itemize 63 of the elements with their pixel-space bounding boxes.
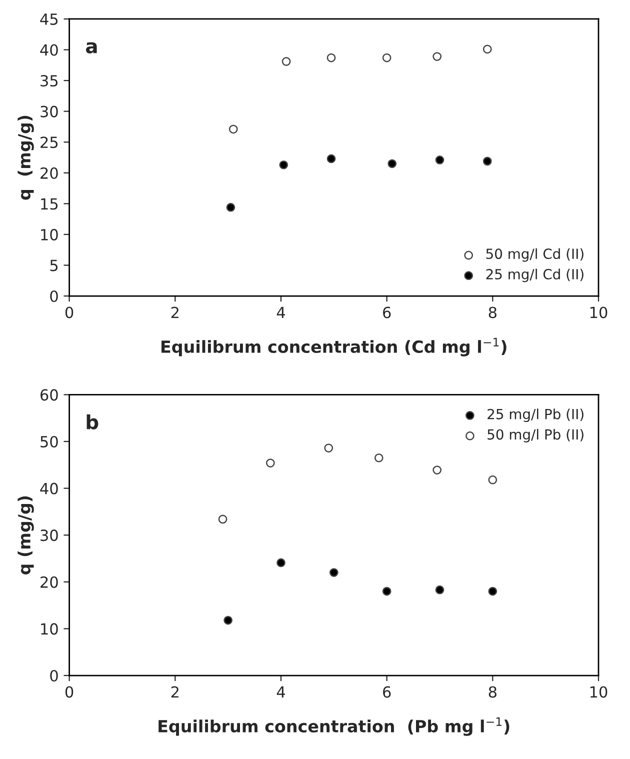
point [432, 52, 442, 61]
x-tick-label: 10 [590, 306, 608, 318]
x-axis-title: Equilibrum concentration (Pb mg l$^{−1}$) [158, 717, 510, 736]
point [228, 124, 238, 134]
x-tick-label: 0 [65, 306, 74, 318]
y-axis-title: q (mg/g) [18, 496, 34, 574]
annotation: b [86, 414, 98, 430]
point [226, 202, 236, 212]
x-tick-label: 8 [488, 306, 496, 318]
point [435, 156, 444, 164]
point [374, 453, 384, 462]
y-tick-label: 35 [40, 75, 58, 87]
point [432, 466, 442, 474]
x-tick-label: 4 [276, 686, 285, 698]
x-tick-label: 0 [65, 686, 74, 698]
annotation: a [86, 42, 97, 54]
y-tick-label: 10 [41, 623, 58, 635]
point [382, 53, 392, 62]
y-tick-label: 40 [40, 482, 58, 494]
y-tick-label: 20 [40, 576, 58, 588]
point [435, 585, 444, 594]
y-tick-label: 60 [40, 389, 58, 401]
y-tick-label: 0 [50, 670, 58, 682]
y-tick-label: 0 [50, 290, 58, 302]
point [382, 586, 392, 596]
point [218, 514, 228, 524]
y-tick-label: 5 [50, 260, 58, 272]
point [482, 156, 492, 166]
x-tick-label: 8 [488, 686, 496, 698]
y-tick-label: 15 [41, 198, 58, 210]
y-axis-title: q (mg/g) [18, 116, 34, 200]
y-tick-label: 30 [40, 106, 58, 118]
x-tick-label: 2 [171, 686, 178, 698]
point [329, 568, 338, 577]
point [279, 160, 288, 170]
y-tick-label: 30 [40, 530, 58, 542]
y-tick-label: 50 [40, 436, 58, 448]
point [282, 57, 291, 66]
point [324, 444, 334, 452]
y-tick-label: 40 [40, 44, 58, 56]
point [388, 159, 397, 168]
legend-label: 50 mg/l Pb (II) [488, 428, 584, 442]
point [266, 458, 275, 468]
x-tick-label: 6 [383, 306, 391, 318]
legend-label: 50 mg/l Cd (II) [486, 248, 584, 262]
point [326, 154, 336, 164]
point [224, 616, 232, 625]
y-tick-label: 25 [40, 136, 58, 148]
point [482, 44, 492, 54]
x-axis-title: Equilibrum concentration (Cd mg l$^{−1}$) [162, 338, 506, 356]
point [276, 558, 286, 568]
y-tick-label: 20 [40, 167, 58, 179]
legend-label: 25 mg/l Pb (II) [488, 408, 584, 422]
y-tick-label: 45 [40, 14, 58, 25]
x-tick-label: 10 [590, 686, 608, 698]
y-tick-label: 10 [41, 228, 58, 240]
point [488, 475, 498, 484]
x-tick-label: 2 [171, 306, 178, 318]
x-tick-label: 6 [383, 686, 391, 698]
x-tick-label: 4 [276, 306, 285, 318]
point [326, 53, 336, 62]
point [488, 586, 498, 596]
legend-label: 25 mg/l Cd (II) [486, 268, 584, 282]
